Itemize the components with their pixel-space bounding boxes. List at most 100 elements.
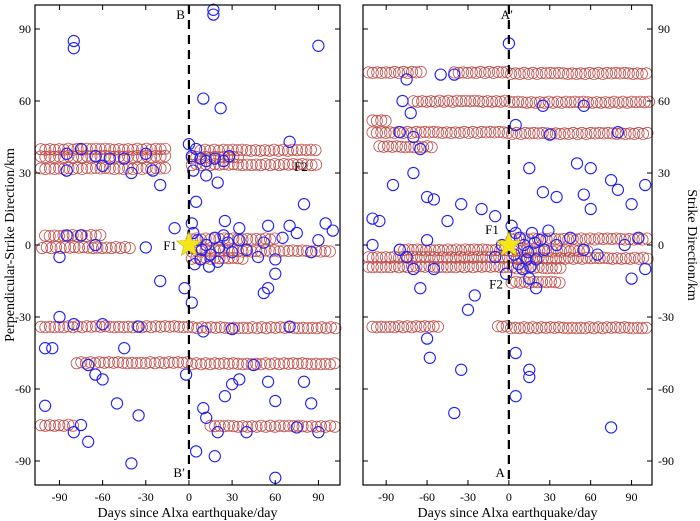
blue-event-marker — [60, 147, 73, 160]
red-event-marker — [420, 95, 433, 108]
red-event-marker — [159, 320, 172, 333]
red-event-marker — [606, 252, 619, 265]
blue-event-marker — [118, 152, 131, 165]
red-event-marker — [194, 358, 207, 371]
blue-event-marker — [74, 142, 88, 156]
red-event-marker — [144, 356, 157, 369]
red-event-marker — [212, 144, 225, 157]
red-event-marker — [437, 244, 450, 257]
red-event-marker — [240, 144, 253, 157]
blue-event-marker — [67, 34, 80, 48]
red-event-marker — [320, 322, 333, 335]
red-event-marker — [241, 357, 254, 370]
red-event-marker — [513, 322, 526, 335]
red-event-marker — [561, 322, 574, 335]
red-event-marker — [208, 357, 221, 370]
red-event-marker — [236, 420, 249, 433]
red-event-marker — [268, 232, 281, 245]
red-event-marker — [428, 244, 441, 257]
red-event-marker — [113, 320, 126, 333]
red-event-marker — [554, 127, 567, 140]
blue-event-marker — [261, 375, 275, 388]
red-event-marker — [621, 96, 634, 109]
mainshock-star-right — [495, 231, 523, 257]
red-event-marker — [82, 241, 95, 254]
red-event-marker — [67, 143, 80, 156]
red-event-marker — [300, 357, 313, 370]
red-event-marker — [416, 95, 429, 108]
red-event-marker — [199, 232, 212, 245]
red-event-marker — [423, 126, 436, 139]
red-event-marker — [390, 140, 403, 153]
red-event-marker — [531, 67, 544, 80]
red-event-marker — [154, 162, 167, 175]
red-event-marker — [601, 66, 614, 79]
red-event-marker — [366, 126, 379, 139]
red-event-marker — [282, 244, 295, 257]
red-event-marker — [468, 94, 481, 107]
red-event-marker — [73, 241, 86, 254]
red-event-marker — [213, 232, 226, 245]
y-tick-label: 30 — [19, 166, 31, 180]
red-event-marker — [255, 321, 268, 334]
red-event-marker — [614, 232, 627, 245]
red-event-marker — [592, 66, 605, 79]
blue-event-marker — [420, 234, 434, 247]
blue-event-marker — [373, 214, 386, 228]
red-event-marker — [153, 356, 166, 369]
red-event-marker — [634, 95, 647, 108]
red-event-marker — [366, 261, 379, 274]
red-event-marker — [231, 357, 244, 370]
blue-event-marker — [125, 166, 138, 180]
blue-event-marker — [396, 94, 409, 108]
red-event-marker — [296, 158, 309, 171]
red-event-marker — [291, 244, 304, 257]
red-event-marker — [605, 321, 618, 334]
red-event-marker — [548, 67, 561, 80]
red-event-marker — [218, 321, 231, 334]
red-event-marker — [401, 261, 414, 274]
red-event-marker — [440, 126, 453, 139]
red-event-marker — [462, 260, 475, 273]
red-event-marker — [563, 245, 576, 258]
red-event-marker — [291, 357, 304, 370]
blue-event-marker — [218, 214, 232, 228]
red-event-marker — [631, 321, 644, 334]
red-event-marker — [222, 357, 235, 370]
red-event-marker — [301, 322, 314, 335]
red-event-marker — [506, 261, 519, 274]
blue-event-marker — [423, 351, 436, 364]
red-event-marker — [217, 150, 230, 163]
red-event-marker — [277, 357, 290, 370]
red-event-marker — [126, 321, 139, 334]
red-event-marker — [522, 322, 535, 335]
red-event-marker — [584, 252, 597, 265]
blue-event-marker — [604, 174, 618, 187]
blue-event-marker — [225, 322, 239, 336]
red-event-marker — [199, 357, 212, 370]
blue-event-marker — [132, 409, 145, 422]
blue-event-marker — [407, 130, 420, 144]
red-event-marker — [366, 320, 379, 333]
red-event-marker — [67, 150, 80, 163]
red-event-marker — [392, 320, 405, 333]
red-event-marker — [117, 162, 130, 175]
red-event-marker — [305, 159, 318, 172]
red-event-marker — [109, 241, 122, 254]
red-event-marker — [123, 242, 136, 255]
red-event-marker — [86, 242, 99, 255]
red-event-marker — [48, 321, 61, 334]
red-event-marker — [466, 125, 479, 138]
red-event-marker — [258, 144, 271, 157]
blue-event-marker — [53, 310, 66, 324]
red-event-marker — [99, 142, 112, 155]
blue-event-marker — [118, 342, 131, 355]
red-event-marker — [459, 94, 472, 107]
red-event-marker — [48, 150, 61, 163]
red-event-marker — [397, 321, 410, 334]
line-label-top-left: B — [176, 7, 185, 22]
red-event-marker — [540, 276, 553, 289]
red-event-marker — [94, 150, 107, 163]
blue-event-marker — [214, 102, 227, 115]
y-tick-label: 60 — [658, 94, 670, 108]
